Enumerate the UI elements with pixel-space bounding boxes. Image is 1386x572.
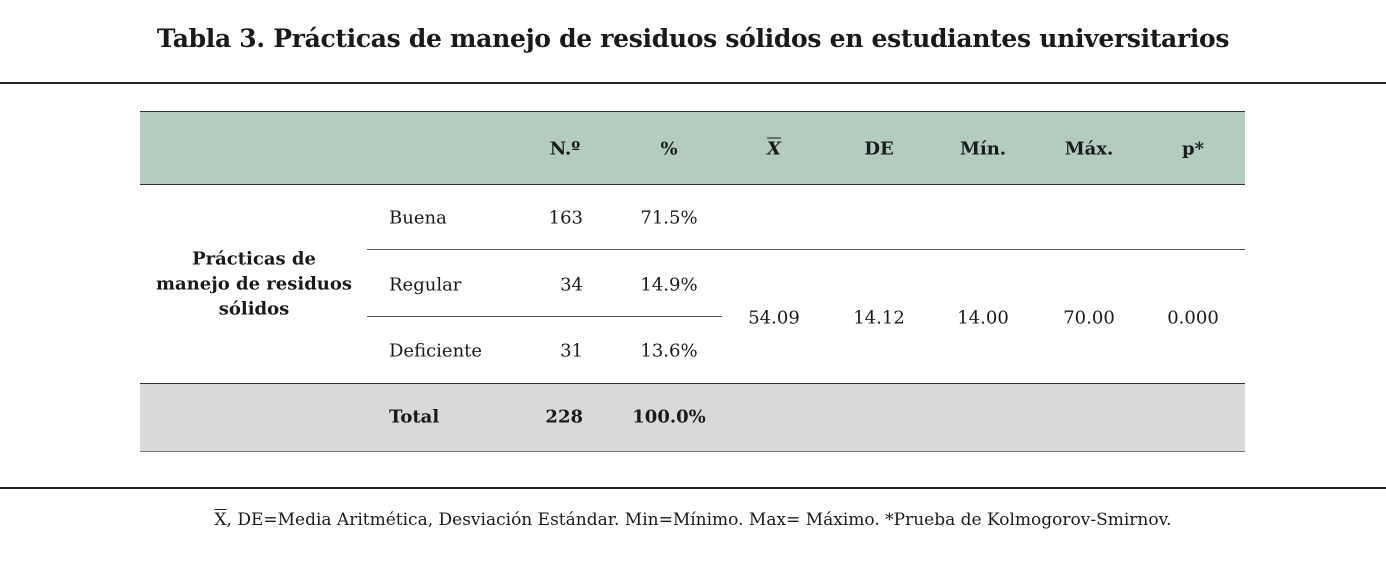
row-divider [367,249,1245,250]
footnote-text: , DE=Media Aritmética, Desviación Estánd… [226,510,1172,530]
row-n: 34 [560,274,583,296]
header-max: Máx. [1064,138,1114,160]
header-n: N.º [549,138,581,160]
stat-p: 0.000 [1167,307,1219,329]
row-n: 31 [560,340,583,362]
total-label: Total [389,406,440,428]
row-pct: 71.5% [640,207,698,229]
table-header [140,111,1245,185]
row-pct: 14.9% [640,274,698,296]
row-label: Buena [389,207,447,229]
header-p: p* [1182,138,1204,160]
row-n: 163 [548,207,583,229]
header-min: Mín. [959,138,1007,160]
row-divider [367,316,722,317]
header-pct: % [660,138,678,160]
category-label: Prácticas de manejo de residuos sólidos [155,248,353,320]
header-mean: X [767,138,781,160]
row-label: Deficiente [389,340,483,362]
divider [0,487,1386,489]
row-label: Regular [389,274,462,296]
stat-mean: 54.09 [748,307,800,329]
footnote-symbol: X [214,510,227,530]
stat-max: 70.00 [1063,307,1115,329]
row-pct: 13.6% [640,340,698,362]
stat-min: 14.00 [957,307,1009,329]
total-pct: 100.0% [632,406,706,428]
stat-sd: 14.12 [853,307,905,329]
table-title: Tabla 3. Prácticas de manejo de residuos… [156,24,1230,53]
footnote: X, DE=Media Aritmética, Desviación Están… [0,510,1386,530]
total-n: 228 [545,406,583,428]
total-row [140,383,1245,452]
header-sd: DE [864,138,894,160]
divider [0,82,1386,84]
